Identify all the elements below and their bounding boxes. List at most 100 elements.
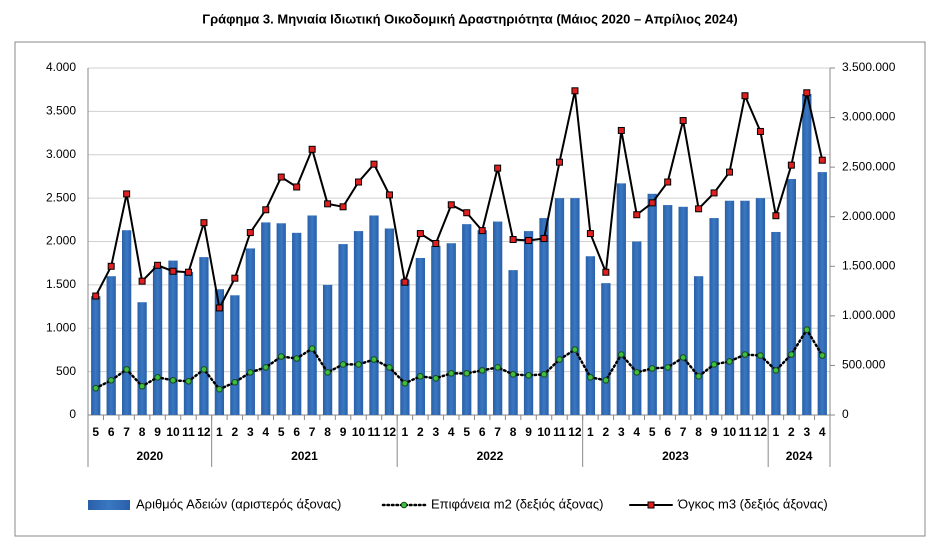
marker [277,173,285,181]
marker [355,178,363,186]
legend-marker [647,501,655,509]
x-tick-label: 8 [139,425,146,439]
bar [91,296,101,415]
x-tick-label: 8 [695,425,702,439]
marker [525,372,532,379]
marker [648,365,656,372]
bar [693,276,704,415]
marker [231,274,239,282]
bar [106,276,116,415]
x-tick-label: 9 [340,425,347,439]
marker [138,277,146,285]
x-tick-label: 7 [309,425,316,439]
bar [276,223,286,415]
marker [648,199,656,207]
marker [710,361,718,368]
x-tick-label: 3 [618,425,625,439]
y2-tick-label: 3.000.000 [842,110,896,124]
marker [509,236,517,244]
marker [123,190,131,198]
bar [802,94,812,416]
x-tick-label: 8 [510,425,517,439]
marker [710,189,718,197]
x-tick-label: 11 [553,425,566,439]
y2-tick-label: 2.500.000 [842,159,896,173]
marker [277,353,285,360]
x-tick-label: 4 [633,425,640,439]
x-tick-label: 9 [525,425,532,439]
y2-tick-label: 500.000 [842,358,886,372]
x-tick-label: 11 [739,425,752,439]
bar [137,302,147,415]
marker [417,373,424,380]
x-tick-label: 5 [463,425,470,439]
bar [709,218,719,415]
marker [803,89,811,97]
x-tick-label: 6 [108,425,115,439]
x-tick-label: 3 [803,425,810,439]
bar [338,244,348,415]
x-tick-label: 1 [587,425,594,439]
marker [726,358,733,365]
x-tick-label: 11 [368,425,381,439]
marker [447,201,455,209]
marker [818,156,826,164]
bar [152,265,163,415]
x-tick-label: 4 [448,425,455,439]
x-tick-label: 12 [197,425,211,439]
marker [339,361,347,368]
x-tick-label: 4 [819,425,826,439]
bar [384,228,395,415]
marker [463,370,471,377]
bar [199,257,209,415]
bar [585,256,596,415]
chart-title: Γράφημα 3. Μηνιαία Ιδιωτική Οικοδομική Δ… [202,11,737,26]
marker [262,206,270,214]
group-label: 2021 [291,449,318,463]
bar [307,215,317,415]
marker [200,219,208,227]
x-tick-label: 12 [383,425,397,439]
group-label: 2020 [136,449,163,463]
x-tick-label: 1 [773,425,780,439]
bar [678,206,688,415]
legend-swatch [88,500,130,510]
marker [664,364,671,371]
marker [231,378,239,386]
marker [463,209,471,217]
marker [308,345,316,352]
x-tick-label: 10 [537,425,551,439]
x-tick-label: 2 [232,425,239,439]
bar [369,215,379,415]
marker [246,229,254,237]
marker [494,164,502,172]
marker [401,379,409,387]
x-tick-label: 11 [182,425,195,439]
y-tick-label: 1.000 [46,320,76,334]
y2-tick-label: 0 [842,407,849,421]
marker [556,356,563,363]
x-tick-label: 9 [711,425,718,439]
bar [508,270,518,415]
x-tick-label: 2 [603,425,610,439]
marker [215,304,223,312]
marker [741,92,749,100]
bar [477,230,487,415]
x-tick-label: 10 [166,425,180,439]
marker [154,374,161,381]
marker [401,278,409,286]
group-label: 2023 [662,449,689,463]
marker [803,326,811,334]
bar [292,232,302,415]
line [94,327,824,391]
marker [664,178,672,186]
bar [400,279,410,415]
marker [787,161,795,169]
x-tick-label: 9 [154,425,161,439]
bar [214,289,225,415]
x-tick-label: 2 [788,425,795,439]
x-tick-label: 1 [402,425,409,439]
bar [663,205,673,415]
x-tick-label: 6 [293,425,300,439]
